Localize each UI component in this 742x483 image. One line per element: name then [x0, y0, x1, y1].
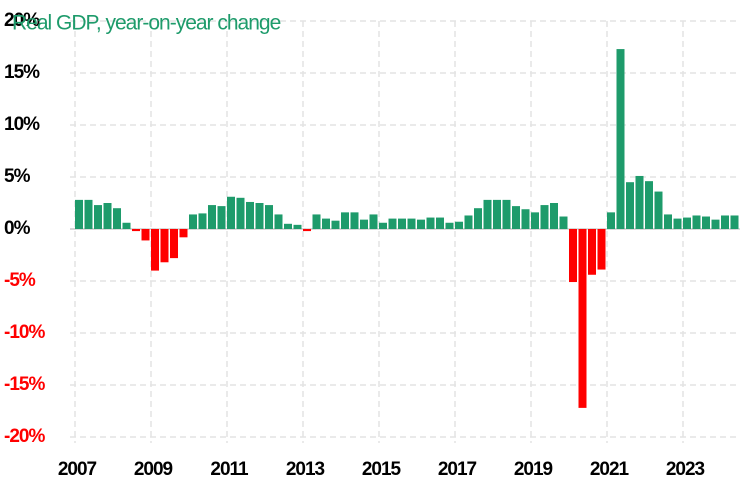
- y-tick-label: 10%: [4, 114, 40, 135]
- bar: [578, 229, 587, 408]
- bar: [189, 214, 197, 229]
- bar: [293, 224, 302, 229]
- bar: [407, 218, 416, 229]
- bar: [645, 181, 653, 229]
- bar: [208, 205, 216, 229]
- bar: [692, 215, 701, 229]
- bar: [502, 199, 511, 229]
- bar: [540, 205, 549, 229]
- bar: [217, 206, 226, 229]
- bar: [322, 218, 330, 229]
- bar: [350, 212, 359, 229]
- bar: [702, 216, 710, 229]
- bar: [360, 219, 368, 229]
- bar: [122, 222, 131, 229]
- bar: [369, 214, 378, 229]
- y-tick-label: -5%: [4, 270, 36, 291]
- bar: [474, 208, 482, 229]
- chart-title: Real GDP, year-on-year change: [12, 12, 281, 35]
- bar: [236, 197, 245, 229]
- bar: [626, 182, 634, 229]
- x-tick-label: 2013: [286, 459, 325, 480]
- bar: [84, 199, 93, 229]
- x-tick-label: 2021: [590, 459, 630, 480]
- bar: [388, 218, 397, 229]
- bar: [103, 203, 112, 229]
- bar: [132, 229, 140, 232]
- x-tick-label: 2017: [438, 459, 477, 480]
- y-tick-label: 20%: [4, 10, 40, 31]
- bar: [284, 223, 292, 229]
- bar: [616, 49, 625, 229]
- x-tick-label: 2015: [362, 459, 402, 480]
- x-tick-label: 2023: [666, 459, 705, 480]
- bar: [255, 203, 264, 229]
- bar: [597, 229, 606, 270]
- y-tick-label: 0%: [4, 218, 31, 239]
- y-tick-label: 15%: [4, 62, 40, 83]
- bar: [683, 217, 691, 229]
- x-tick-label: 2009: [134, 459, 173, 480]
- bar: [417, 219, 425, 229]
- bar: [521, 209, 530, 229]
- y-tick-label: 5%: [4, 166, 31, 187]
- x-tick-label: 2011: [210, 459, 249, 480]
- bar: [531, 212, 539, 229]
- bar: [493, 199, 501, 229]
- bar: [246, 201, 254, 229]
- bar: [664, 214, 672, 229]
- bar: [588, 229, 596, 275]
- x-tick-label: 2019: [514, 459, 553, 480]
- bar: [436, 217, 444, 229]
- bar: [398, 218, 406, 229]
- x-tick-label: 2007: [58, 459, 97, 480]
- bar: [512, 206, 520, 229]
- bar: [464, 215, 473, 229]
- bar: [331, 220, 340, 229]
- bar: [550, 203, 558, 229]
- bar: [426, 217, 435, 229]
- bar: [379, 222, 387, 229]
- bar: [303, 229, 311, 232]
- bar: [607, 212, 615, 229]
- bar: [113, 208, 121, 229]
- y-tick-label: -15%: [4, 374, 45, 395]
- bar: [341, 212, 349, 229]
- y-tick-label: -20%: [4, 426, 45, 447]
- bar: [569, 229, 577, 283]
- bar: [559, 216, 568, 229]
- bar: [198, 213, 207, 229]
- bar: [445, 222, 454, 229]
- bar: [179, 229, 188, 238]
- bar: [274, 214, 283, 229]
- bar: [151, 229, 159, 271]
- bar: [227, 196, 235, 229]
- bar: [483, 199, 492, 229]
- bar: [730, 215, 739, 229]
- bar: [635, 175, 644, 229]
- bar: [455, 221, 463, 229]
- bar: [141, 229, 150, 241]
- bar: [711, 219, 720, 229]
- bar: [654, 191, 663, 229]
- bar: [265, 205, 273, 229]
- bar: [75, 199, 83, 229]
- bar: [721, 215, 729, 229]
- bar: [160, 229, 169, 263]
- bar: [673, 218, 682, 229]
- bar: [312, 214, 321, 229]
- bar: [170, 229, 178, 259]
- bar: [94, 205, 102, 229]
- y-tick-label: -10%: [4, 322, 45, 343]
